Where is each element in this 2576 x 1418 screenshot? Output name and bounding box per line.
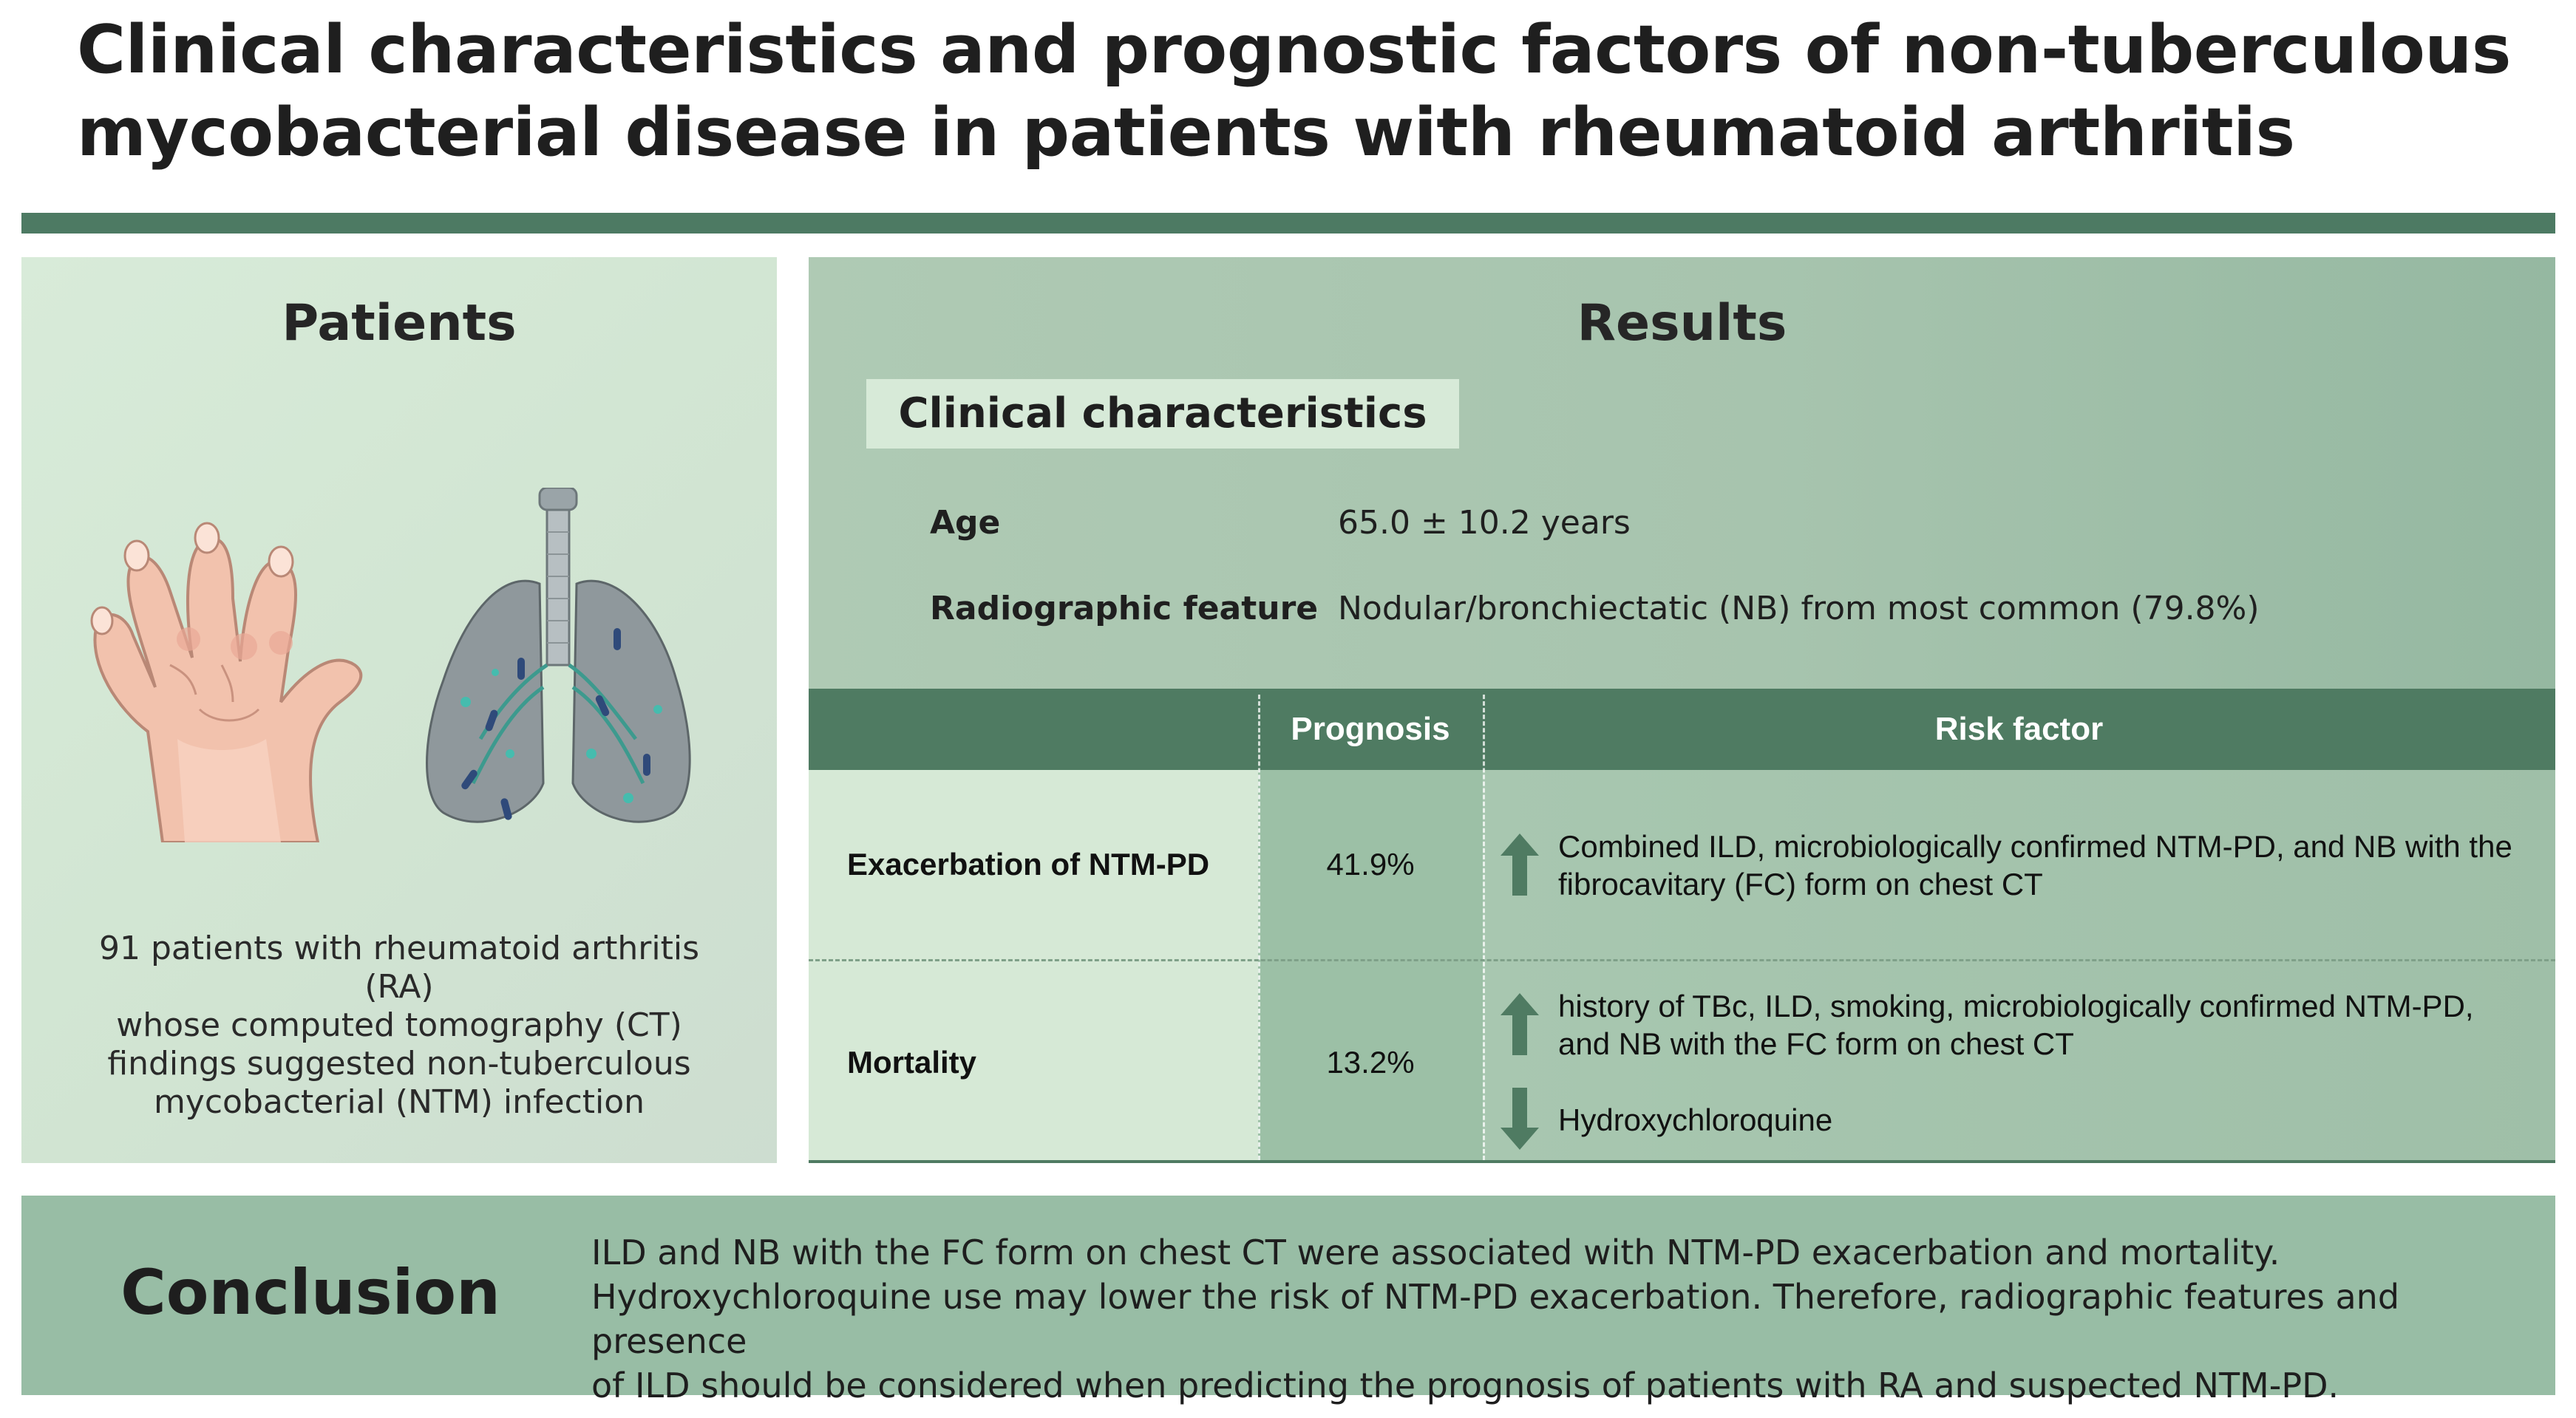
- risk-factor-line: fibrocavitary (FC) form on chest CT: [1558, 867, 2043, 901]
- title-divider-bar: [21, 213, 2555, 234]
- mortality-outcome-label: Mortality: [847, 1045, 977, 1080]
- clinical-characteristics-label: Clinical characteristics: [898, 389, 1427, 437]
- conclusion-line: ILD and NB with the FC form on chest CT …: [591, 1233, 2280, 1272]
- risk-factor-line: Combined ILD, microbiologically confirme…: [1558, 829, 2512, 864]
- arrow-up-icon: [1501, 834, 1539, 896]
- radiographic-feature-label: Radiographic feature: [930, 590, 1319, 627]
- risk-factor-column-header: Risk factor: [1934, 711, 2104, 747]
- column-divider: [1258, 695, 1260, 1160]
- rheumatoid-hand-and-lungs-illustration: [90, 488, 691, 842]
- conclusion-heading: Conclusion: [120, 1256, 500, 1329]
- risk-factor-line: history of TBc, ILD, smoking, microbiolo…: [1558, 989, 2474, 1023]
- clinical-characteristics-label-box: [866, 379, 1459, 449]
- prognosis-column: [1258, 770, 1483, 1162]
- age-value: 65.0 ± 10.2 years: [1338, 504, 1631, 542]
- mortality-risk-factors: history of TBc, ILD, smoking, microbiolo…: [1558, 987, 2541, 1063]
- patients-heading: Patients: [282, 294, 517, 352]
- risk-factor-line: and NB with the FC form on chest CT: [1558, 1026, 2074, 1061]
- column-divider: [1483, 695, 1485, 1160]
- exacerbation-prognosis-value: 41.9%: [1326, 847, 1415, 882]
- mortality-prognosis-value: 13.2%: [1326, 1045, 1415, 1080]
- prognosis-table-header: [809, 689, 2555, 770]
- patients-description-line: 91 patients with rheumatoid arthritis (R…: [98, 930, 699, 1006]
- outcome-column: [809, 770, 1258, 1162]
- rheumatoid-hand-icon: [90, 522, 363, 842]
- patients-description: 91 patients with rheumatoid arthritis (R…: [67, 930, 732, 1122]
- conclusion-text: ILD and NB with the FC form on chest CT …: [591, 1230, 2528, 1408]
- age-label: Age: [930, 504, 1001, 542]
- results-panel: [809, 257, 2555, 689]
- mortality-protective-factor: Hydroxychloroquine: [1558, 1102, 1833, 1137]
- table-bottom-border: [809, 1160, 2555, 1163]
- page-title: Clinical characteristics and prognostic …: [77, 9, 2516, 174]
- lungs-icon: [426, 488, 691, 823]
- patients-description-line: mycobacterial (NTM) infection: [153, 1083, 645, 1121]
- conclusion-panel: [21, 1196, 2555, 1395]
- patients-description-line: findings suggested non-tuberculous: [107, 1045, 691, 1083]
- title-line-1: Clinical characteristics and prognostic …: [77, 11, 2511, 89]
- conclusion-line: of ILD should be considered when predict…: [591, 1366, 2339, 1405]
- risk-factor-column: [1483, 770, 2555, 1162]
- arrow-down-icon: [1501, 1088, 1539, 1150]
- arrow-up-icon: [1501, 993, 1539, 1055]
- prognosis-column-header: Prognosis: [1291, 711, 1450, 747]
- exacerbation-outcome-label: Exacerbation of NTM-PD: [847, 847, 1210, 882]
- radiographic-feature-value: Nodular/bronchiectatic (NB) from most co…: [1338, 590, 2260, 627]
- row-divider: [809, 959, 2555, 961]
- patients-description-line: whose computed tomography (CT): [116, 1006, 682, 1044]
- results-heading: Results: [1577, 294, 1787, 352]
- exacerbation-risk-factors: Combined ILD, microbiologically confirme…: [1558, 828, 2541, 903]
- title-line-2: mycobacterial disease in patients with r…: [77, 94, 2295, 171]
- conclusion-line: Hydroxychloroquine use may lower the ris…: [591, 1277, 2400, 1361]
